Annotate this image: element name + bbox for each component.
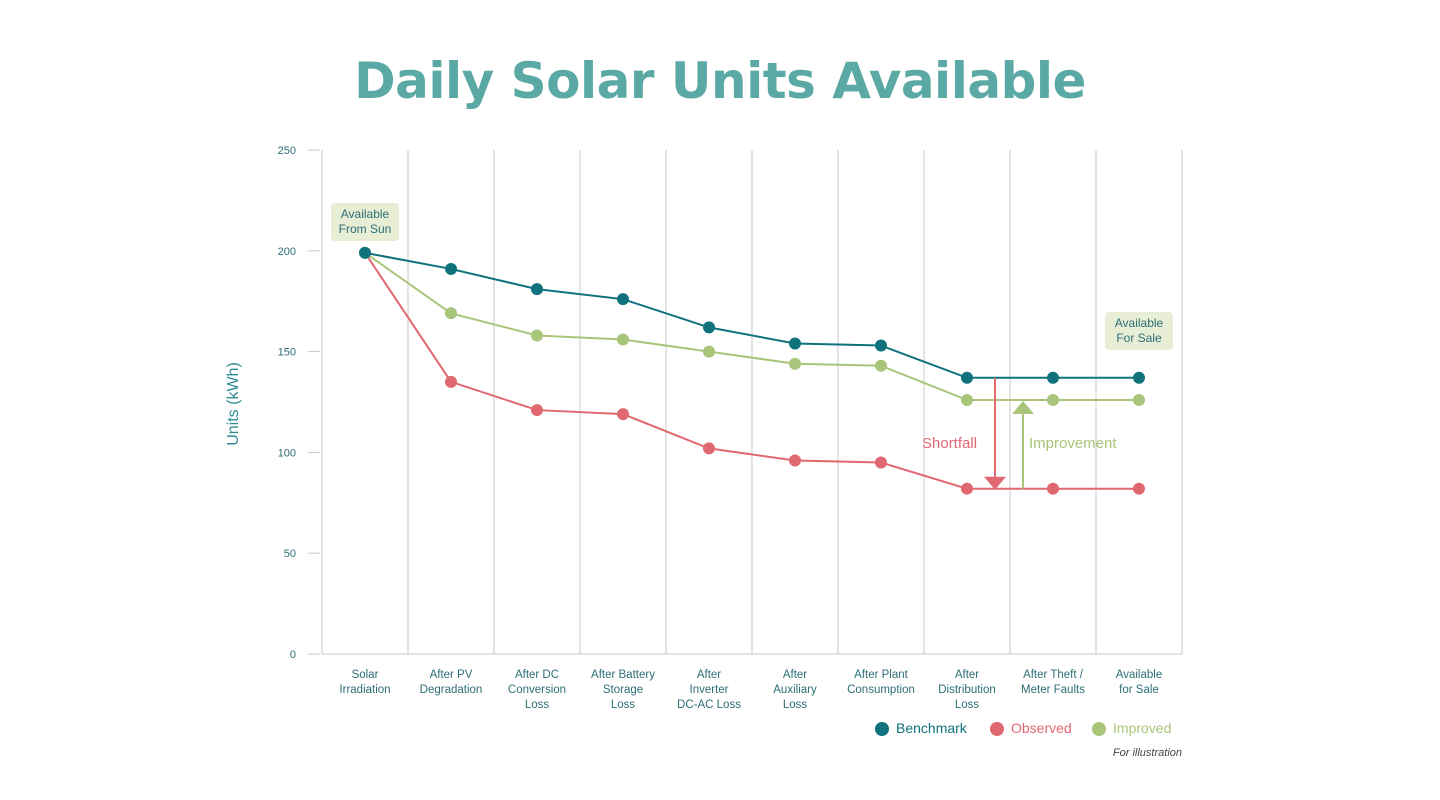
legend-marker-benchmark bbox=[875, 722, 889, 736]
data-point-improved bbox=[1047, 393, 1059, 406]
legend: Benchmark Observed Improved For illustratio… bbox=[875, 720, 1182, 759]
x-tick-label: After PV bbox=[430, 669, 473, 681]
y-tick-label: 200 bbox=[278, 246, 296, 258]
x-tick-label: Loss bbox=[611, 699, 636, 711]
data-point-improved bbox=[1133, 393, 1145, 406]
x-tick-label: Irradiation bbox=[339, 684, 390, 696]
callout-label: For Sale bbox=[1116, 331, 1162, 345]
data-point-benchmark bbox=[1133, 371, 1145, 384]
legend-label-benchmark: Benchmark bbox=[896, 720, 968, 736]
x-tick-label: Loss bbox=[955, 699, 980, 711]
legend-marker-improved bbox=[1092, 722, 1106, 736]
callout-label: Available bbox=[1115, 316, 1164, 330]
callout-label: From Sun bbox=[339, 222, 392, 236]
illustration-note: For illustration bbox=[1113, 747, 1182, 759]
data-point-improved bbox=[703, 345, 715, 358]
shortfall-arrow-head bbox=[984, 476, 1006, 490]
x-tick-label: Degradation bbox=[420, 684, 483, 696]
y-tick-label: 50 bbox=[284, 548, 296, 560]
x-tick-label: After Plant bbox=[854, 669, 908, 681]
x-tick-label: Auxiliary bbox=[773, 684, 817, 696]
data-point-observed bbox=[1133, 482, 1145, 495]
series-line-benchmark bbox=[364, 251, 1139, 379]
x-tick-label: After Battery bbox=[591, 669, 655, 681]
x-tick-label: After Theft / bbox=[1023, 669, 1084, 681]
callout-box bbox=[331, 203, 399, 241]
x-tick-label: DC-AC Loss bbox=[677, 699, 741, 711]
x-tick-label: Loss bbox=[525, 699, 550, 711]
data-point-improved bbox=[445, 307, 457, 320]
x-tick-label: After bbox=[955, 669, 979, 681]
page-title: Daily Solar Units Available bbox=[354, 52, 1086, 110]
x-tick-label: Available bbox=[1116, 669, 1162, 681]
data-point-benchmark bbox=[531, 283, 543, 296]
data-point-benchmark bbox=[1047, 371, 1059, 384]
y-axis-label: Units (kWh) bbox=[225, 362, 242, 446]
series-group bbox=[359, 246, 1145, 495]
x-tick-label: Conversion bbox=[508, 684, 566, 696]
x-tick-label: After DC bbox=[515, 669, 559, 681]
x-tick-label: Solar bbox=[352, 669, 379, 681]
x-tick-label: After bbox=[697, 669, 721, 681]
legend-label-observed: Observed bbox=[1011, 720, 1072, 736]
data-point-observed bbox=[961, 482, 973, 495]
data-point-improved bbox=[531, 329, 543, 342]
series-line-observed bbox=[364, 252, 1139, 490]
x-tick-label: After bbox=[783, 669, 807, 681]
data-point-observed bbox=[789, 454, 801, 467]
y-tick-label: 250 bbox=[278, 145, 296, 157]
data-point-benchmark bbox=[789, 337, 801, 350]
data-point-benchmark bbox=[703, 321, 715, 334]
axes: 0 50 100 150 200 250 Units (kWh) Solar Irradiati… bbox=[225, 145, 1182, 711]
x-tick-label: Distribution bbox=[938, 684, 996, 696]
improvement-arrow-head bbox=[1012, 400, 1034, 414]
data-point-benchmark bbox=[445, 262, 457, 275]
data-point-improved bbox=[789, 357, 801, 370]
data-point-improved bbox=[875, 359, 887, 372]
legend-label-improved: Improved bbox=[1113, 720, 1171, 736]
x-tick-label: Loss bbox=[783, 699, 808, 711]
y-tick-label: 100 bbox=[278, 447, 296, 459]
callout-box bbox=[1105, 312, 1173, 350]
improvement-label: Improvement bbox=[1029, 435, 1117, 452]
data-point-observed bbox=[703, 442, 715, 455]
data-point-benchmark bbox=[961, 371, 973, 384]
data-point-observed bbox=[617, 408, 629, 421]
data-point-improved bbox=[961, 393, 973, 406]
y-tick-label: 150 bbox=[278, 347, 296, 359]
data-point-benchmark bbox=[359, 246, 371, 259]
data-point-observed bbox=[531, 404, 543, 417]
data-point-observed bbox=[1047, 482, 1059, 495]
x-tick-label: Consumption bbox=[847, 684, 915, 696]
x-tick-label: Inverter bbox=[690, 684, 729, 696]
x-tick-label: Storage bbox=[603, 684, 643, 696]
data-point-observed bbox=[445, 375, 457, 388]
x-tick-label: Meter Faults bbox=[1021, 684, 1085, 696]
data-point-benchmark bbox=[875, 339, 887, 352]
data-point-improved bbox=[617, 333, 629, 346]
y-tick-label: 0 bbox=[290, 649, 296, 661]
shortfall-label: Shortfall bbox=[922, 435, 977, 452]
callout-label: Available bbox=[341, 207, 390, 221]
grid-lines bbox=[321, 150, 1183, 654]
x-tick-label: for Sale bbox=[1119, 684, 1159, 696]
data-point-benchmark bbox=[617, 293, 629, 306]
data-point-observed bbox=[875, 456, 887, 469]
series-line-improved bbox=[364, 251, 1139, 401]
legend-marker-observed bbox=[990, 722, 1004, 736]
